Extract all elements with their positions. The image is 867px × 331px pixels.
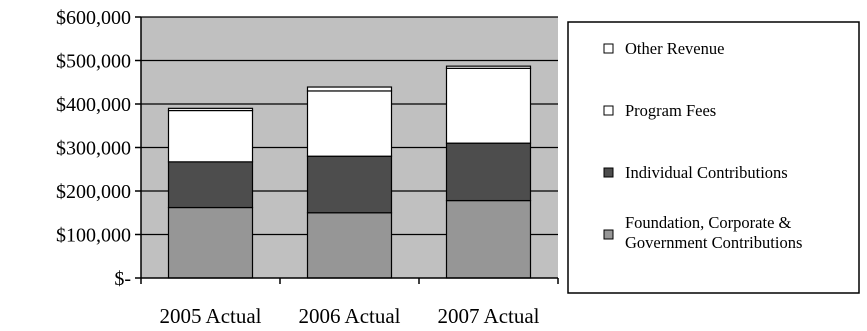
bar-segment-program-fees-2006-actual: [306, 90, 393, 157]
x-category-label-2005-actual: 2005 Actual: [159, 304, 261, 328]
bar-segment-individual-contributions-2005-actual: [167, 161, 254, 209]
legend-label-individual-contributions: Individual Contributions: [625, 163, 788, 182]
legend-swatch-foundation-corporate-government-contributions: [603, 229, 614, 240]
legend-label-program-fees: Program Fees: [625, 101, 716, 120]
bar-segment-individual-contributions-2007-actual: [445, 142, 532, 202]
axes: [135, 16, 559, 284]
y-tick-label-100000: $100,000: [56, 225, 131, 247]
y-tick-label-600000: $600,000: [56, 7, 131, 29]
x-category-label-2007-actual: 2007 Actual: [437, 304, 539, 328]
y-tick-label-200000: $200,000: [56, 181, 131, 203]
y-tick-label-500000: $500,000: [56, 51, 131, 73]
bar-segment-other-revenue-2005-actual: [167, 107, 254, 112]
bar-segment-program-fees-2005-actual: [167, 109, 254, 163]
bar-segment-foundation-corporate-government-contributions-2005-actual: [167, 206, 254, 279]
legend-label-foundation-corporate-government-contributions-line-2: Government Contributions: [625, 233, 802, 252]
bar-segment-foundation-corporate-government-contributions-2006-actual: [306, 212, 393, 279]
bar-segment-foundation-corporate-government-contributions-2007-actual: [445, 199, 532, 279]
y-tick-label-400000: $400,000: [56, 94, 131, 116]
x-axis-category-labels: 2005 Actual 2006 Actual 2007 Actual: [159, 304, 539, 328]
bar-segment-individual-contributions-2006-actual: [306, 155, 393, 214]
legend-label-other-revenue: Other Revenue: [625, 39, 724, 58]
legend: Other Revenue Program Fees Individual Cont…: [567, 21, 860, 294]
y-tick-label-300000: $300,000: [56, 138, 131, 160]
legend-swatch-other-revenue: [603, 43, 614, 54]
legend-swatch-individual-contributions: [603, 167, 614, 178]
legend-box: [567, 21, 860, 294]
y-tick-label-0: $-: [114, 268, 131, 290]
legend-label-foundation-corporate-government-contributions-line-1: Foundation, Corporate &: [625, 213, 792, 232]
legend-swatch-program-fees: [603, 105, 614, 116]
bar-segment-other-revenue-2006-actual: [306, 86, 393, 92]
bar-segment-other-revenue-2007-actual: [445, 65, 532, 69]
bars: [167, 65, 532, 279]
y-axis-tick-labels: $- $100,000 $200,000 $300,000 $400,000 $500,0…: [56, 7, 131, 290]
bar-segment-program-fees-2007-actual: [445, 67, 532, 144]
x-category-label-2006-actual: 2006 Actual: [298, 304, 400, 328]
